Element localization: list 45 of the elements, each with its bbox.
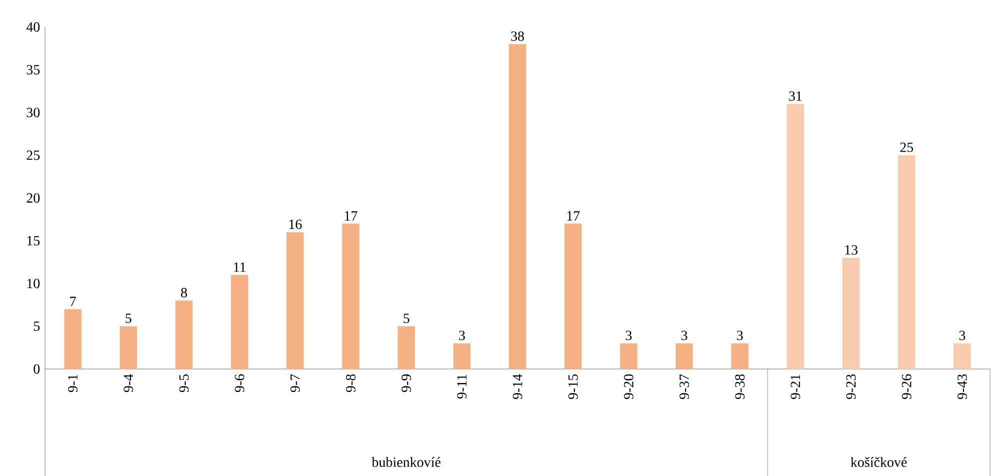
data-label: 5 [126,314,132,324]
y-tick-label: 5 [34,322,40,331]
x-tick-label: 9-15 [568,374,578,400]
data-label: 38 [511,31,524,41]
y-tick-label: 20 [26,193,40,203]
y-tick-label: 15 [27,236,40,246]
x-tick-label: 9-23 [846,374,856,400]
x-tick-label: 9-7 [290,374,300,392]
y-tick-label: 10 [27,278,40,288]
data-label: 3 [681,330,688,340]
x-tick-label: 9-11 [457,374,467,399]
data-label: 13 [845,245,858,255]
x-tick-label: 9-9 [402,374,412,392]
x-tick-label: 9-5 [179,374,189,392]
x-tick-label: 9-21 [790,374,800,400]
x-tick-label: 9-20 [624,374,634,400]
y-tick-label: 30 [26,108,40,118]
data-label: 17 [567,211,580,220]
text: košíčkové [850,457,907,467]
x-tick-label: 9-6 [234,374,244,392]
data-label: 11 [234,262,246,272]
data-label: 17 [344,211,358,220]
data-label: 3 [459,330,465,340]
x-tick-label: 9-43 [958,374,967,400]
data-label: 3 [737,330,743,340]
x-tick-label: 9-37 [680,374,689,400]
x-tick-label: 9-1 [68,374,78,392]
x-tick-label: 9-26 [902,374,912,400]
data-label: 31 [789,91,802,101]
data-label: 25 [900,142,914,152]
data-label: 3 [959,330,966,340]
data-label: 16 [289,220,302,229]
y-tick-label: 35 [26,65,40,74]
x-tick-label: 9-8 [346,374,356,392]
x-tick-label: 9-38 [735,374,745,400]
data-label: 8 [181,288,187,298]
data-label: 7 [70,296,76,306]
x-tick-label: 9-4 [124,374,134,392]
data-label: 3 [626,330,632,340]
data-label: 5 [404,314,410,324]
text: bubienkovíé [372,457,440,467]
y-tick-label: 40 [26,22,40,32]
y-tick-label: 25 [26,150,40,160]
x-tick-label: 9-14 [512,374,522,400]
y-tick-label: 0 [34,364,40,374]
